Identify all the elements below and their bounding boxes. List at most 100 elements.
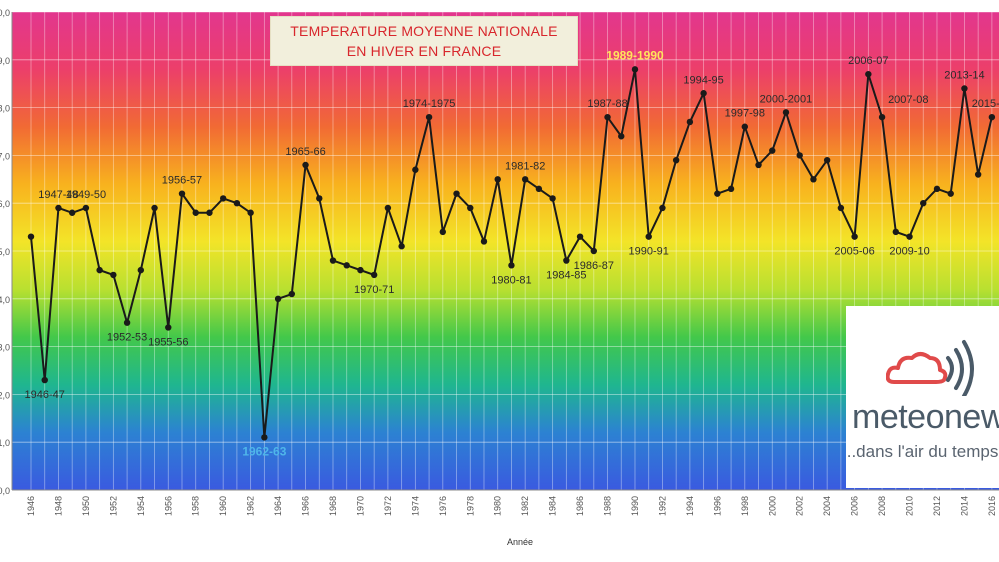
- point-annotation: 1984-85: [546, 270, 586, 282]
- data-point: [151, 204, 158, 212]
- x-tick-label: 1980: [493, 496, 503, 516]
- y-tick-label: 8,0: [0, 104, 10, 114]
- data-point: [247, 209, 254, 216]
- data-point: [206, 209, 213, 216]
- point-annotation: 2013-14: [944, 69, 984, 81]
- point-annotation: 1987-88: [587, 98, 627, 110]
- cloud-signal-icon: [886, 340, 974, 396]
- x-tick-label: 1976: [438, 496, 448, 516]
- x-tick-label: 1966: [301, 496, 311, 516]
- x-tick-label: 1968: [328, 496, 338, 516]
- data-point: [961, 85, 968, 92]
- logo-tagline: ...dans l'air du temps: [846, 442, 999, 461]
- data-point: [714, 190, 721, 197]
- data-point: [590, 247, 598, 255]
- y-tick-label: 1,0: [0, 438, 10, 448]
- data-point: [906, 233, 913, 240]
- x-tick-label: 2012: [932, 496, 942, 516]
- x-tick-label: 1998: [740, 496, 750, 516]
- point-annotation: 1947-48: [38, 189, 78, 201]
- y-tick-label: 10,0: [0, 8, 10, 18]
- chart-title-line-2: EN HIVER EN FRANCE: [346, 43, 502, 59]
- x-tick-label: 1954: [136, 496, 146, 516]
- data-point: [974, 171, 982, 178]
- data-point: [769, 147, 776, 154]
- data-point: [68, 209, 76, 216]
- x-tick-label: 2004: [822, 496, 832, 516]
- x-tick-label: 1958: [191, 496, 201, 516]
- point-annotation: 1980-81: [491, 274, 531, 286]
- data-point: [865, 70, 872, 78]
- data-point: [357, 266, 364, 274]
- data-point: [233, 200, 241, 207]
- data-point: [370, 271, 378, 279]
- data-point: [659, 204, 666, 212]
- data-point: [384, 204, 392, 212]
- y-tick-label: 5,0: [0, 247, 10, 257]
- data-point: [618, 133, 625, 140]
- x-tick-label: 2008: [877, 496, 887, 516]
- x-tick-label: 1962: [246, 496, 256, 516]
- x-tick-label: 1984: [548, 496, 558, 516]
- data-point: [494, 176, 501, 183]
- chart-title-line-1: TEMPERATURE MOYENNE NATIONALE: [290, 23, 558, 39]
- data-point: [467, 204, 474, 212]
- point-annotation: 2006-07: [848, 55, 888, 67]
- data-point: [796, 152, 803, 159]
- x-tick-label: 1964: [273, 496, 283, 516]
- y-tick-label: 0,0: [0, 486, 10, 496]
- point-annotation: 1970-71: [354, 284, 394, 296]
- axes: [11, 12, 999, 491]
- data-point: [933, 185, 941, 193]
- y-tick-label: 3,0: [0, 343, 10, 353]
- point-annotation: 2015-16: [972, 98, 999, 110]
- data-point: [288, 290, 296, 298]
- x-tick-label: 2006: [850, 496, 860, 516]
- data-point: [988, 113, 996, 121]
- x-tick-label: 1996: [712, 496, 722, 516]
- data-point: [892, 228, 899, 236]
- data-point: [412, 166, 419, 173]
- chart-title: TEMPERATURE MOYENNE NATIONALE EN HIVER E…: [270, 16, 578, 66]
- x-tick-labels: 1946 1948 1950 1952 1954 1956 1958 1960 1962 1964…: [26, 496, 997, 516]
- data-point: [425, 113, 433, 121]
- point-annotation: 1986-87: [574, 260, 614, 272]
- x-tick-label: 2010: [905, 496, 915, 516]
- data-point: [686, 118, 694, 126]
- data-point: [96, 266, 103, 274]
- data-point: [137, 266, 145, 274]
- y-tick-label: 6,0: [0, 199, 10, 209]
- data-point: [165, 324, 172, 331]
- point-annotation: 2005-06: [834, 246, 874, 258]
- data-point: [41, 376, 48, 384]
- x-tick-label: 1986: [575, 496, 585, 516]
- x-tick-label: 2014: [959, 496, 969, 516]
- x-tick-label: 1946: [26, 496, 36, 516]
- meteonews-logo: meteonews ...dans l'air du temps: [846, 306, 999, 488]
- x-tick-label: 1994: [685, 496, 695, 516]
- x-tick-label: 2016: [987, 496, 997, 516]
- data-point: [947, 190, 954, 197]
- point-annotation: 1965-66: [285, 146, 325, 158]
- point-annotation: 1997-98: [725, 108, 765, 120]
- point-annotation: 1994-95: [683, 74, 723, 86]
- data-point: [810, 176, 817, 183]
- x-tick-label: 1978: [465, 496, 475, 516]
- data-point: [604, 113, 611, 121]
- x-tick-label: 2002: [795, 496, 805, 516]
- x-tick-label: 1992: [657, 496, 667, 516]
- x-tick-label: 1974: [410, 496, 420, 516]
- data-point: [316, 195, 323, 202]
- data-point: [631, 66, 639, 73]
- y-tick-label: 4,0: [0, 295, 10, 305]
- data-point: [480, 238, 488, 245]
- point-annotation: 1949-50: [66, 189, 106, 201]
- data-point: [549, 195, 556, 202]
- x-tick-label: 1988: [603, 496, 613, 516]
- data-point: [82, 204, 90, 212]
- data-point: [274, 295, 282, 302]
- point-annotation: 1981-82: [505, 160, 545, 172]
- data-point: [508, 262, 515, 269]
